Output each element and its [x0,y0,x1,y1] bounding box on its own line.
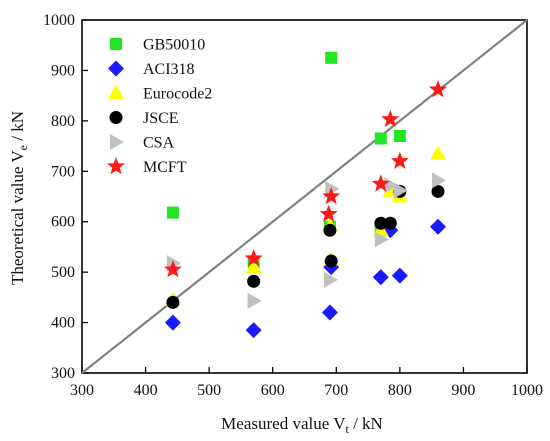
data-point [432,172,446,189]
data-point [393,182,408,199]
data-point [374,216,388,230]
legend-label: JSCE [143,110,179,127]
data-point [325,180,340,197]
y-tick-label: 800 [51,113,75,130]
data-point [166,206,179,219]
data-point [393,129,406,142]
legend-entry: GB50010 [110,37,205,54]
data-point [430,145,446,160]
data-point [383,216,397,230]
data-point [245,259,262,274]
x-tick-label: 500 [197,382,221,399]
y-tick-label: 300 [51,365,75,382]
data-point [247,292,262,309]
data-point [247,274,261,288]
data-point [323,271,338,288]
legend-marker [106,157,126,175]
data-point [322,187,341,205]
data-point [371,174,390,192]
legend-label: ACI318 [143,61,195,78]
x-tick-label: 700 [324,382,348,399]
reference-line [81,19,528,374]
x-tick-label: 300 [70,382,94,399]
y-tick-label: 500 [51,264,75,281]
data-point [390,151,409,169]
series-eurocode2 [164,145,446,306]
legend-entry: ACI318 [108,60,195,78]
data-point [163,260,182,278]
data-point [374,231,389,248]
x-tick-label: 600 [261,382,285,399]
axes-layer: 300 400 500 600 700 800 900 1000 300 400 500 600 700… [43,12,543,399]
y-tick-label: 400 [51,315,75,332]
legend-label: Eurocode2 [143,86,212,103]
series-jsce [166,184,445,309]
legend-entry: MCFT [106,157,187,176]
legend-entry: JSCE [109,110,179,127]
data-point [244,249,263,267]
series-gb50010 [166,51,406,269]
data-point [319,204,338,222]
legend-entry: Eurocode2 [108,85,212,103]
legend-label: CSA [143,135,175,152]
data-point [372,269,389,286]
y-tick-label: 1000 [43,12,75,29]
data-point [391,267,408,284]
data-point [374,132,387,145]
plot-frame [81,19,528,374]
data-point [430,218,446,235]
legend-marker [110,38,122,50]
legend-label: GB50010 [143,37,205,54]
y-tick-label: 700 [51,163,75,180]
x-tick-label: 900 [451,382,475,399]
x-tick-label: 1000 [511,382,543,399]
data-point [325,51,338,64]
legend: GB50010 ACI318 Eurocode2 JSCE CSA MCFT [106,37,212,176]
data-point [321,304,338,321]
legend-marker [108,85,124,99]
y-axis-title: Theoretical value Ve / kN [8,111,30,285]
data-point [324,254,338,268]
data-point [323,223,337,237]
data-point [164,314,181,331]
legend-marker [108,60,124,77]
y-tick-label: 900 [51,62,75,79]
legend-entry: CSA [110,134,175,152]
data-point [245,322,262,339]
x-axis-title: Measured value Vt / kN [221,414,383,436]
x-tick-label: 800 [388,382,412,399]
legend-label: MCFT [143,159,187,176]
data-point [428,80,448,98]
data-point [166,295,180,309]
series-mcft [163,80,448,278]
x-tick-label: 400 [134,382,158,399]
series-aci318 [164,218,446,339]
data-point [381,109,400,128]
data-point [431,184,445,198]
plot-layer [81,19,528,374]
legend-marker [110,134,124,150]
y-tick-label: 600 [51,214,75,231]
legend-marker [109,111,123,124]
